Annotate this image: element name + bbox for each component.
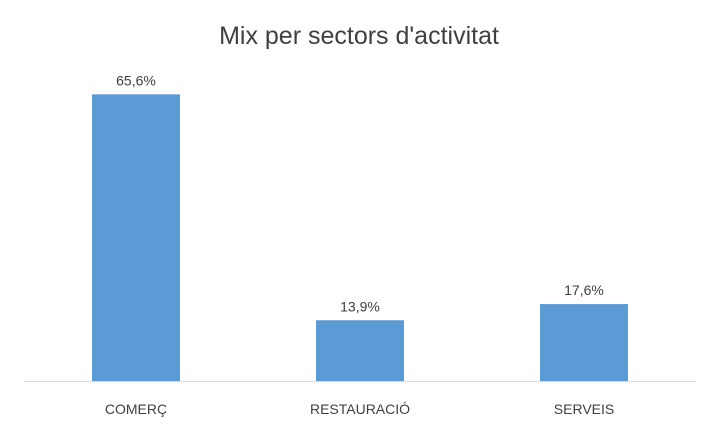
chart-title: Mix per sectors d'activitat [219, 22, 499, 50]
data-label-1: 13,9% [340, 298, 380, 314]
category-label-1: RESTAURACIÓ [310, 401, 410, 417]
data-label-2: 17,6% [564, 282, 604, 298]
bar-1 [316, 320, 404, 381]
category-label-2: SERVEIS [554, 401, 614, 417]
category-label-0: COMERÇ [105, 401, 167, 417]
bar-0 [92, 94, 180, 381]
data-label-0: 65,6% [116, 72, 156, 88]
bar-2 [540, 304, 628, 381]
